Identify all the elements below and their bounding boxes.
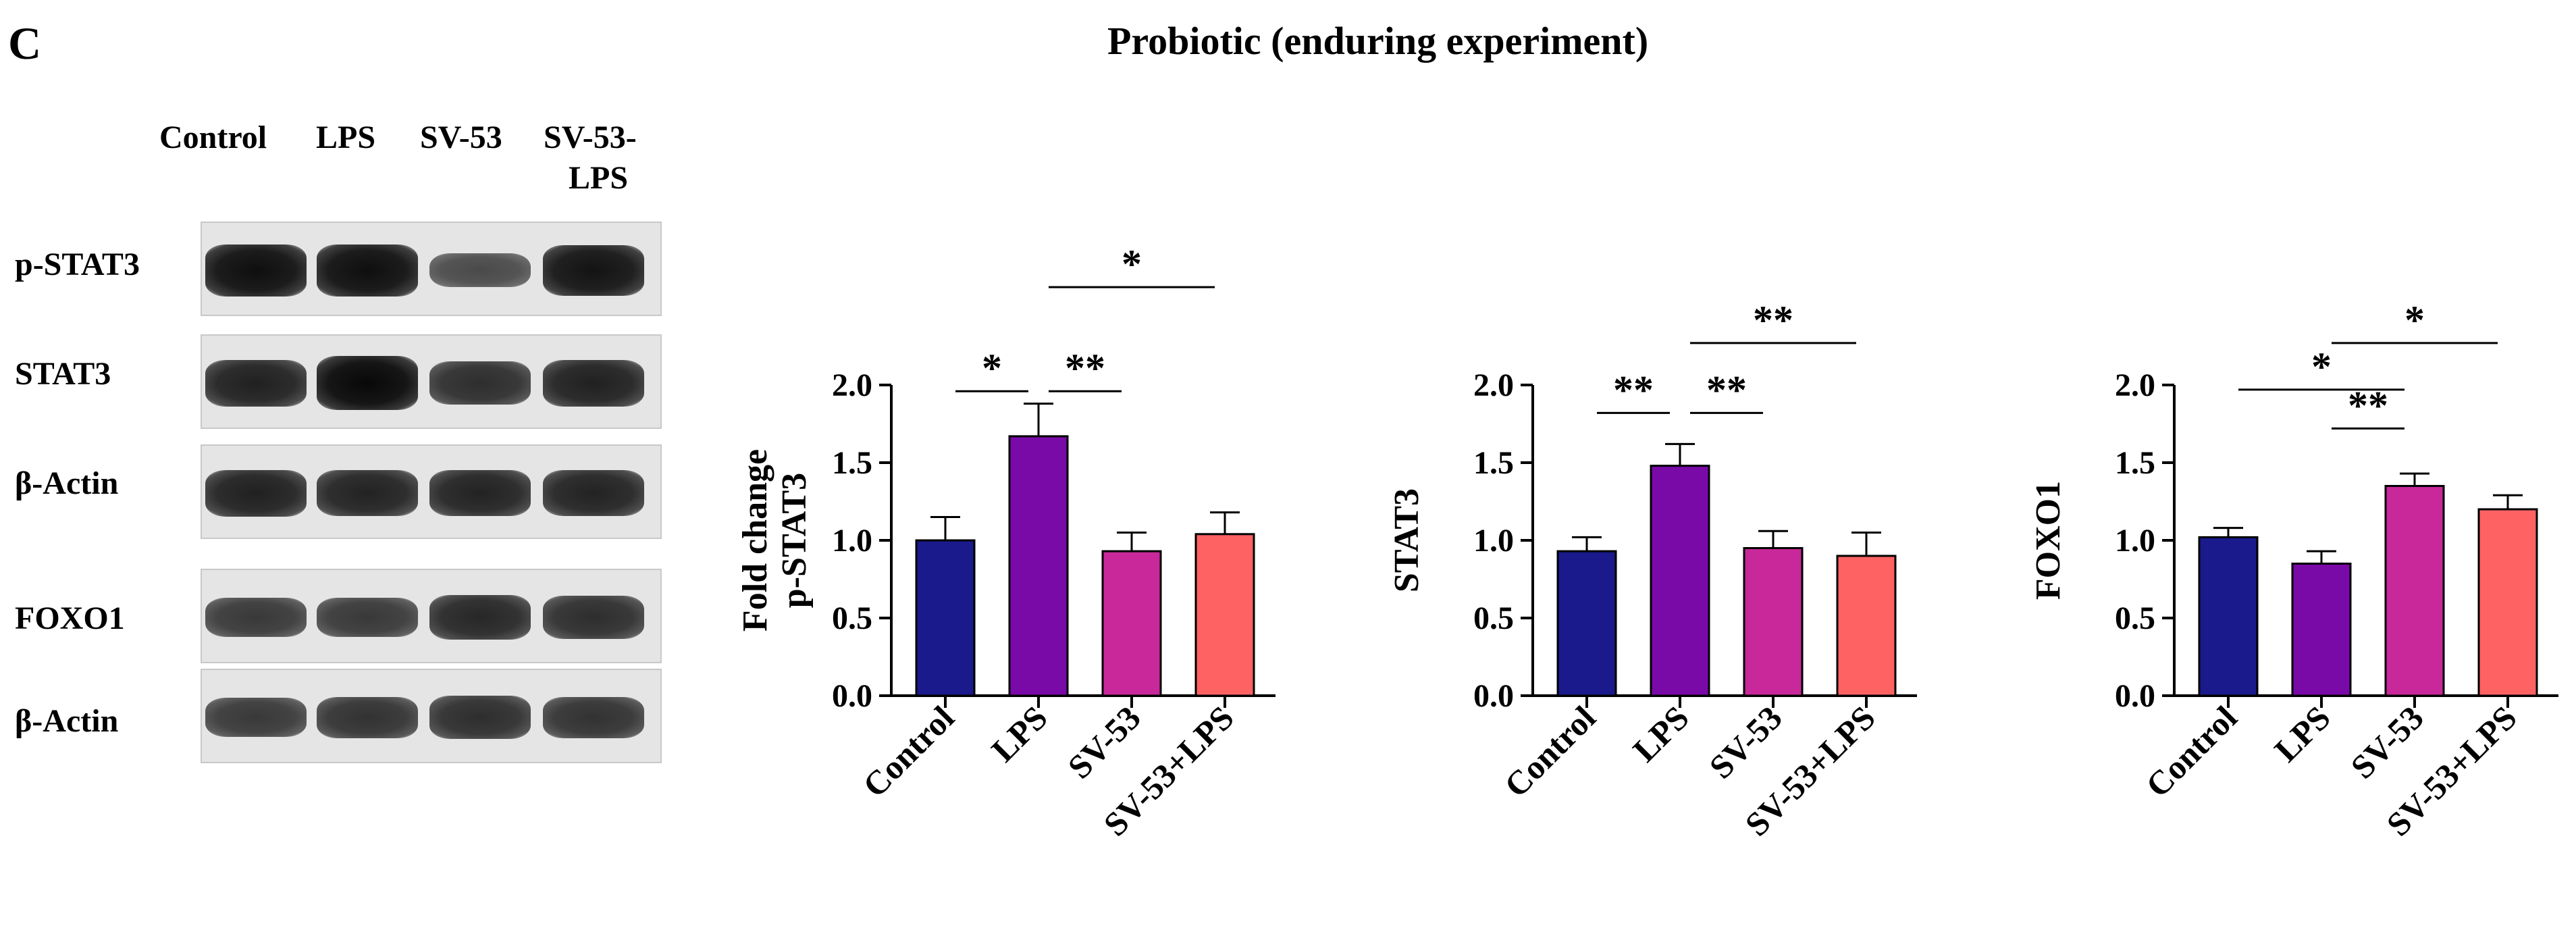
significance-marker: * <box>2311 344 2332 389</box>
bar-lps <box>1008 435 1069 697</box>
bar-sv-53 <box>1743 547 1804 697</box>
blot-band <box>205 245 307 297</box>
blot-band <box>543 245 644 296</box>
bar-lps <box>2291 563 2352 697</box>
lane-label-sv53-lps: SV-53- <box>544 120 637 155</box>
y-tick-label: 0.0 <box>2115 678 2155 714</box>
y-axis-label: STAT3 <box>1388 488 1426 592</box>
bar-sv-53-lps <box>1194 533 1255 697</box>
significance-marker: ** <box>2348 383 2388 428</box>
y-tick-label: 2.0 <box>832 367 872 403</box>
x-tick-label: SV-53 <box>1060 698 1147 786</box>
blot-band <box>317 598 418 637</box>
blot-band <box>543 697 644 738</box>
significance-marker: * <box>1122 242 1142 286</box>
blot-band <box>429 696 531 739</box>
figure-title: Probiotic (enduring experiment) <box>1107 19 1649 63</box>
bar-sv-53-lps <box>2477 508 2538 697</box>
x-tick-label: LPS <box>2267 698 2337 769</box>
y-tick-label: 1.0 <box>2115 523 2155 559</box>
y-tick-label: 0.0 <box>832 678 872 714</box>
blot-band <box>205 698 307 737</box>
blot-band <box>205 360 307 407</box>
blot-band <box>205 470 307 517</box>
y-axis-label: p-STAT3 <box>775 473 814 608</box>
x-tick-label: Control <box>856 698 962 804</box>
x-tick-label: SV-53 <box>2343 698 2430 786</box>
x-tick-label: LPS <box>1625 698 1696 769</box>
significance-marker: * <box>2404 298 2425 342</box>
lane-label-sv53-lps-line2: LPS <box>569 160 629 196</box>
blot-strip-actin-2 <box>201 669 662 763</box>
bar-lps <box>1650 465 1710 697</box>
significance-marker: * <box>982 346 1002 390</box>
bar-control <box>2198 536 2259 697</box>
y-tick-label: 0.0 <box>1473 678 1514 714</box>
blot-band <box>429 470 531 516</box>
bar-control <box>915 539 976 697</box>
blot-strip-stat3 <box>201 334 662 429</box>
significance-marker: ** <box>1613 367 1654 412</box>
blot-band <box>429 253 531 287</box>
x-tick-label: Control <box>2138 698 2244 804</box>
bar-control <box>1556 550 1617 697</box>
lane-label-lps: LPS <box>316 120 376 155</box>
lane-label-sv53: SV-53 <box>420 120 502 155</box>
bar-sv-53 <box>1101 550 1162 697</box>
blot-band <box>543 470 644 516</box>
blot-band <box>317 356 418 410</box>
x-tick-label: Control <box>1497 698 1603 804</box>
blot-label-actin-1: β-Actin <box>15 465 119 501</box>
y-tick-label: 0.5 <box>832 600 872 636</box>
bar-sv-53 <box>2384 485 2445 697</box>
panel-letter: C <box>8 18 42 69</box>
significance-marker: ** <box>1706 367 1747 412</box>
blot-band <box>429 595 531 640</box>
blot-label-actin-2: β-Actin <box>15 703 119 739</box>
y-tick-label: 1.0 <box>1473 523 1514 559</box>
y-axis-label: Fold change <box>736 449 774 632</box>
x-tick-label: LPS <box>984 698 1054 769</box>
y-tick-label: 0.5 <box>2115 600 2155 636</box>
blot-strip-foxo1 <box>201 569 662 663</box>
bar-sv-53-lps <box>1836 555 1897 697</box>
blot-band <box>543 360 644 407</box>
y-tick-label: 1.5 <box>832 445 872 481</box>
blot-strip-actin-1 <box>201 444 662 539</box>
blot-label-foxo1: FOXO1 <box>15 600 125 636</box>
significance-marker: ** <box>1753 298 1793 342</box>
significance-marker: ** <box>1065 346 1105 390</box>
blot-band <box>317 470 418 516</box>
blot-label-stat3: STAT3 <box>15 356 111 392</box>
y-tick-label: 2.0 <box>1473 367 1514 403</box>
blot-band <box>543 596 644 639</box>
y-tick-label: 1.0 <box>832 523 872 559</box>
y-axis-label: FOXO1 <box>2029 481 2068 600</box>
y-tick-label: 0.5 <box>1473 600 1514 636</box>
chart-p-stat3: 0.0 0.5 1.0 1.5 2.0 Fold change p-STAT3 Control… <box>736 242 1276 843</box>
blot-label-p-stat3: p-STAT3 <box>15 247 140 282</box>
blot-band <box>429 361 531 405</box>
lane-label-control: Control <box>159 120 267 155</box>
y-tick-label: 2.0 <box>2115 367 2155 403</box>
blot-strip-p-stat3 <box>201 222 662 316</box>
x-tick-label: SV-53 <box>1702 698 1789 786</box>
blot-band <box>317 697 418 738</box>
y-tick-label: 1.5 <box>2115 445 2155 481</box>
blot-band <box>317 245 418 297</box>
blot-band <box>205 598 307 637</box>
y-tick-label: 1.5 <box>1473 445 1514 481</box>
